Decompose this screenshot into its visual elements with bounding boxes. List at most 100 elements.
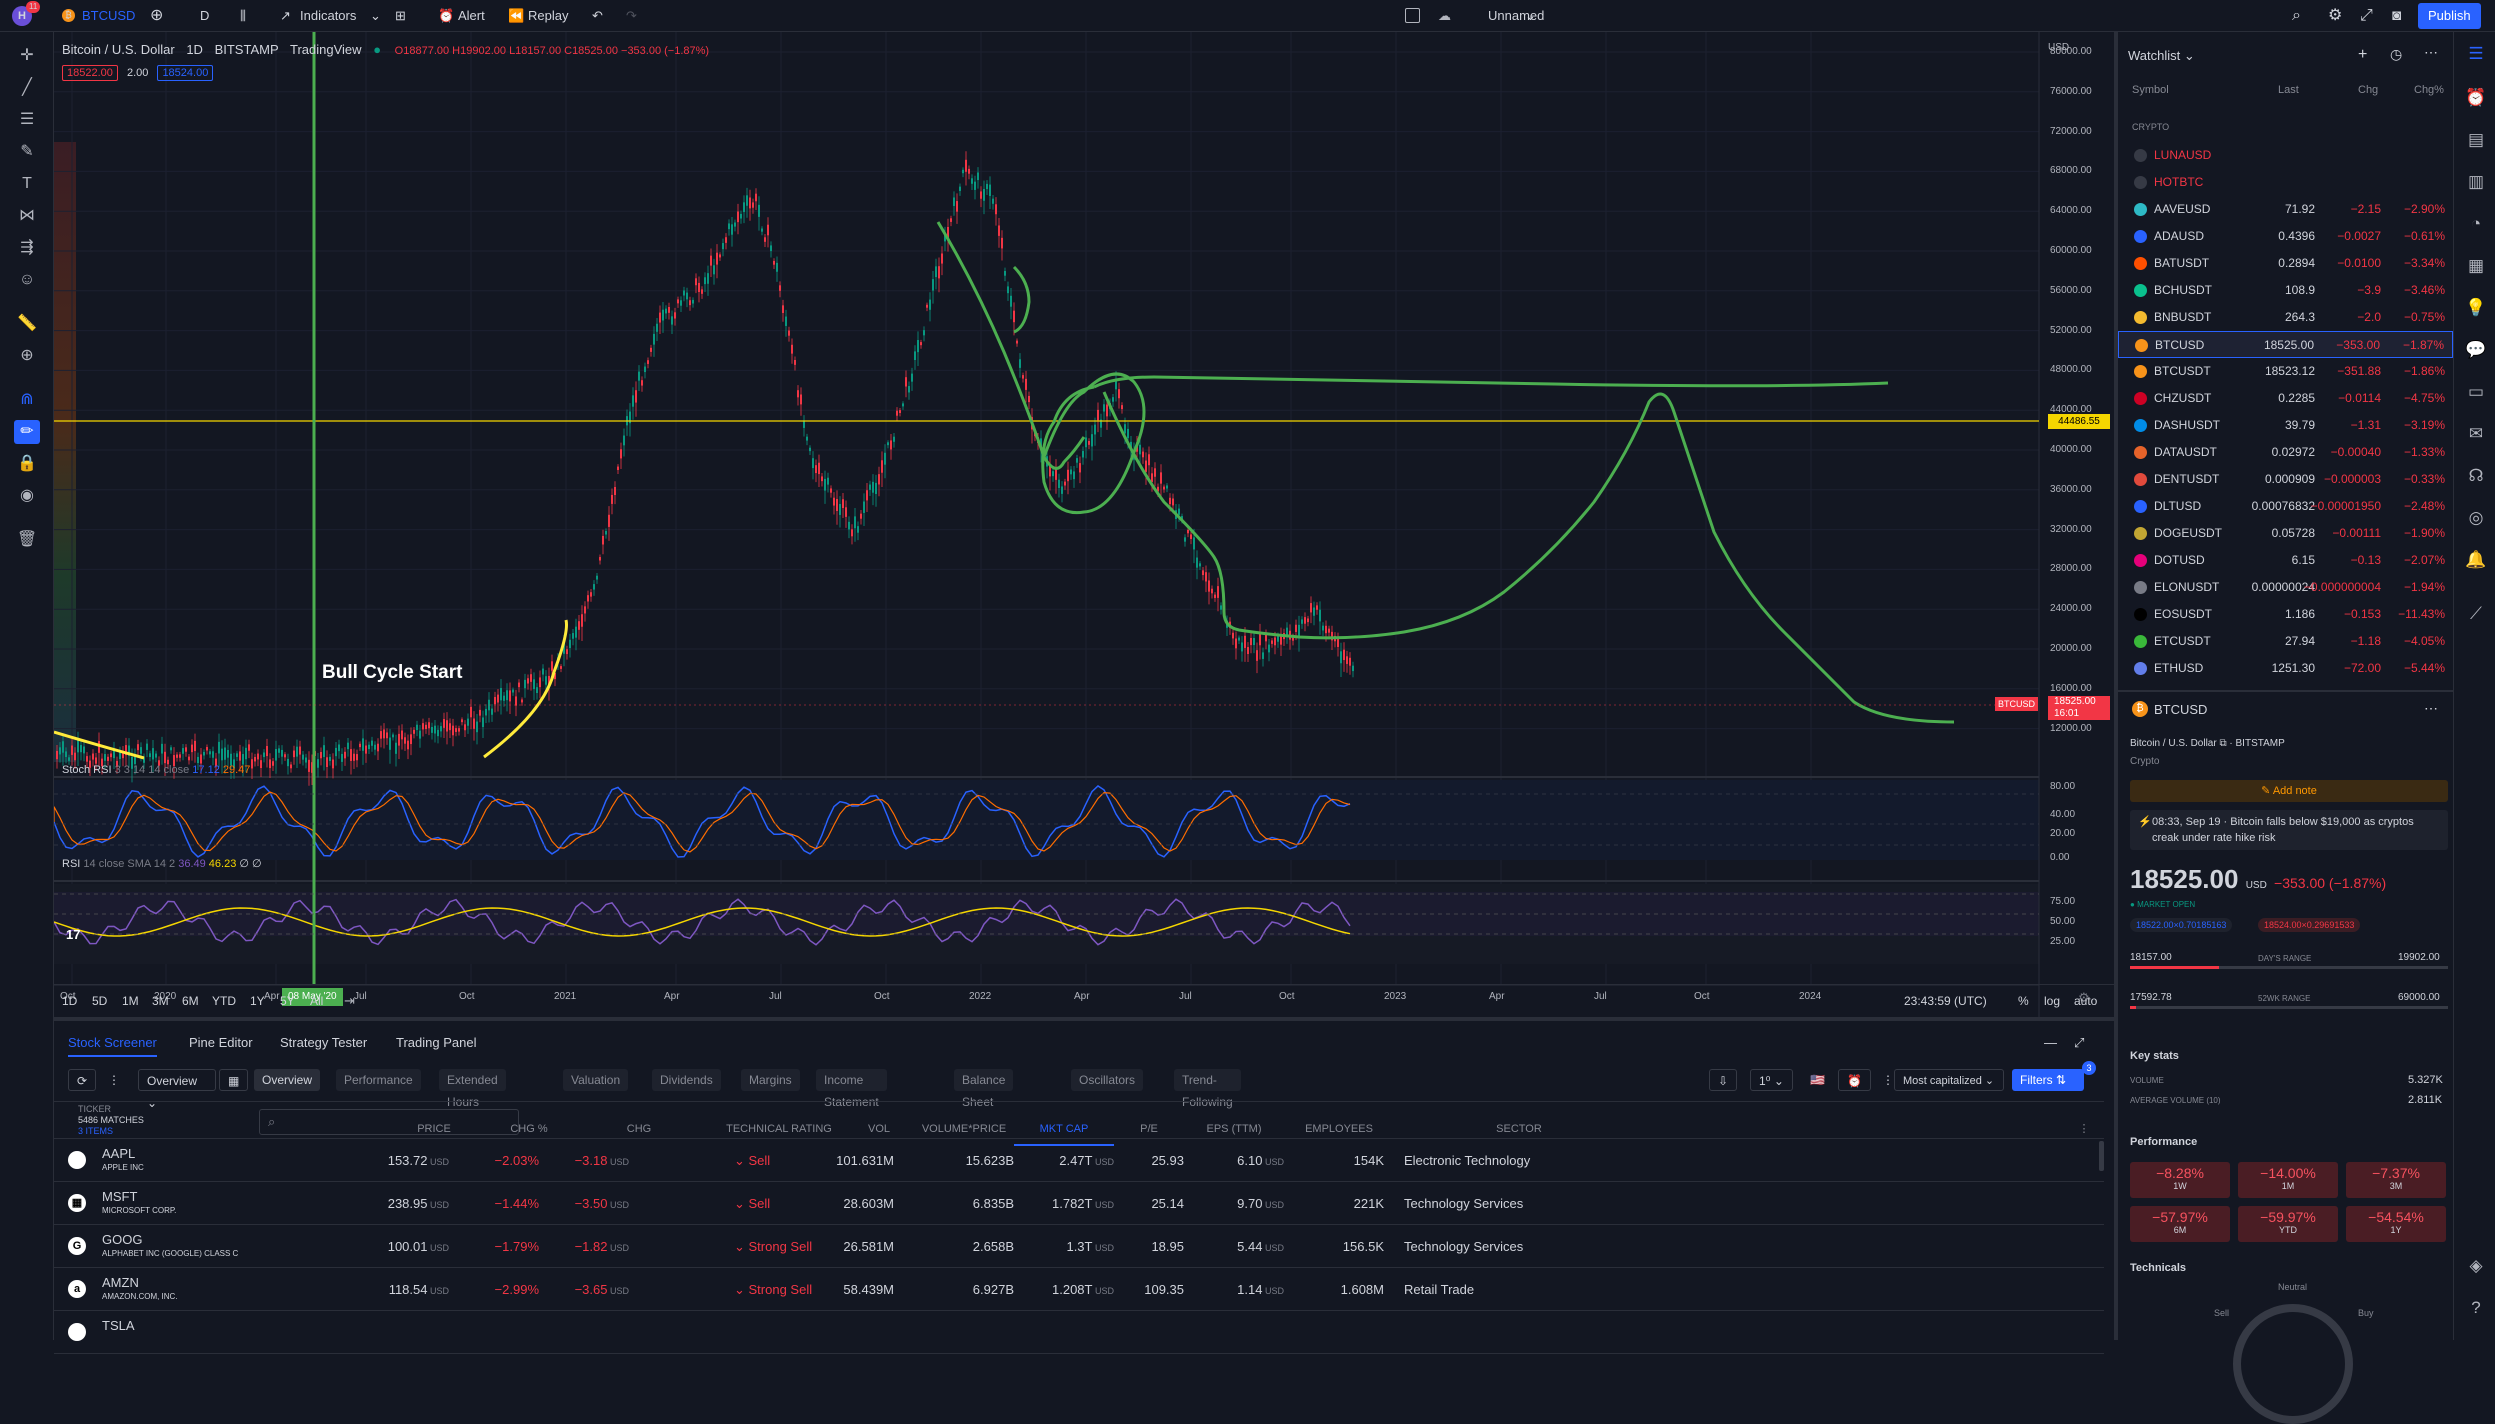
log-toggle[interactable]: log <box>2044 994 2061 1008</box>
watchlist-row-chzusdt[interactable]: CHZUSDT 0.2285 −0.0114 −4.75% <box>2118 385 2453 412</box>
tab-trading-panel[interactable]: Trading Panel <box>396 1035 477 1050</box>
chart-pane[interactable]: Bitcoin / U.S. Dollar 1D BITSTAMP Tradin… <box>54 32 2114 1017</box>
watchlist-symbol[interactable]: DENTUSDT <box>2154 472 2220 486</box>
publish-button[interactable]: Publish <box>2418 3 2481 29</box>
ticker-symbol[interactable]: GOOG <box>102 1232 143 1247</box>
watchlist-symbol[interactable]: BTCUSDT <box>2154 364 2211 378</box>
price-axis[interactable]: USD 80000.00 76000.00 72000.00 68000.00 6400… <box>2044 32 2114 777</box>
details-more-icon[interactable]: ⋯ <box>2424 700 2438 716</box>
col-volume-price[interactable]: VOLUME*PRICE <box>921 1123 1007 1135</box>
perf-box-1m[interactable]: −14.00% 1M <box>2238 1162 2338 1198</box>
watchlist-symbol[interactable]: ETCUSDT <box>2154 634 2211 648</box>
col-technical-rating[interactable]: TECHNICAL RATING <box>726 1123 832 1135</box>
table-row[interactable]: ▦ MSFT MICROSOFT CORP. 238.95 USD −1.44% −3.5… <box>54 1182 2104 1225</box>
trendline-icon[interactable]: ╱ <box>22 79 32 96</box>
watchlist-symbol[interactable]: BTCUSD <box>2155 338 2205 352</box>
watchlist-symbol[interactable]: ELONUSDT <box>2154 580 2220 594</box>
interval-select[interactable]: 1⁰ ⌄ <box>1750 1069 1793 1091</box>
brush-icon[interactable]: ✎ <box>20 143 34 160</box>
more-options-icon[interactable]: ⋮ <box>1882 1073 1894 1087</box>
watchlist-row-ethusd[interactable]: ETHUSD 1251.30 −72.00 −5.44% <box>2118 655 2453 682</box>
watchlist-row-datausdt[interactable]: DATAUSDT 0.02972 −0.00040 −1.33% <box>2118 439 2453 466</box>
watchlist-row-dentusdt[interactable]: DENTUSDT 0.000909 −0.000003 −0.33% <box>2118 466 2453 493</box>
ideas-bulb-icon[interactable]: 💡 <box>2465 298 2487 317</box>
chip-dividends[interactable]: Dividends <box>652 1069 721 1091</box>
gear-icon[interactable]: ⚙ <box>2328 7 2343 24</box>
magnet-icon[interactable]: ⋒ <box>20 391 34 408</box>
tab-strategy-tester[interactable]: Strategy Tester <box>280 1035 368 1050</box>
technical-rating[interactable]: ⌄ Sell <box>734 1196 771 1211</box>
ticker-symbol[interactable]: AAPL <box>102 1146 136 1161</box>
buy-price-box[interactable]: 18524.00 <box>157 65 214 81</box>
text-icon[interactable]: T <box>22 175 32 192</box>
replay-button[interactable]: Replay <box>528 8 569 23</box>
range-5y[interactable]: 5Y <box>280 994 295 1008</box>
ticker-header[interactable]: TICKER 5486 MATCHES 3 ITEMS <box>78 1104 144 1137</box>
redo-icon[interactable]: ↷ <box>626 8 637 23</box>
emoji-icon[interactable]: ☺ <box>18 271 36 288</box>
axis-settings-icon[interactable]: ⚙ <box>2078 990 2090 1005</box>
perf-box-1w[interactable]: −8.28% 1W <box>2130 1162 2230 1198</box>
news-icon[interactable]: ▥ <box>2467 172 2485 191</box>
col-chg[interactable]: CHG <box>626 1123 652 1135</box>
watchlist-symbol[interactable]: DOGEUSDT <box>2154 526 2223 540</box>
chip-performance[interactable]: Performance <box>336 1069 421 1091</box>
col-sector[interactable]: SECTOR <box>1496 1123 1542 1135</box>
trend-icon[interactable]: ⟋ <box>2470 604 2482 623</box>
watchlist-row-dotusd[interactable]: DOTUSD 6.15 −0.13 −2.07% <box>2118 547 2453 574</box>
calendar-icon[interactable]: ▦ <box>2467 256 2485 275</box>
chip-margins[interactable]: Margins <box>741 1069 800 1091</box>
details-symbol[interactable]: BTCUSD <box>2154 702 2208 717</box>
perf-box-6m[interactable]: −57.97% 6M <box>2130 1206 2230 1242</box>
sort-select[interactable]: Most capitalized ⌄ <box>1894 1069 2004 1091</box>
layers-icon[interactable]: ◈ <box>2469 1256 2483 1275</box>
col-chg-pct[interactable]: Chg% <box>2414 84 2444 96</box>
watchlist-symbol[interactable]: EOSUSDT <box>2154 607 2213 621</box>
range-3m[interactable]: 3M <box>152 994 169 1008</box>
refresh-icon[interactable]: ⟳ <box>68 1069 97 1091</box>
green-top-drawing[interactable] <box>936 221 1146 515</box>
green-projection-curve[interactable] <box>1102 391 1955 724</box>
hotlist-icon[interactable]: ◔ <box>2470 214 2482 233</box>
undo-icon[interactable]: ↶ <box>592 8 603 23</box>
prediction-icon[interactable]: ⇶ <box>20 239 34 256</box>
yellow-decline-line[interactable] <box>54 730 145 760</box>
watchlist-row-dashusdt[interactable]: DASHUSDT 39.79 −1.31 −3.19% <box>2118 412 2453 439</box>
chip-income-statement[interactable]: Income Statement <box>816 1069 887 1109</box>
maximize-icon[interactable]: ⤢ <box>2074 1035 2085 1050</box>
watchlist-row-elonusdt[interactable]: ELONUSDT 0.00000024 −0.000000004 −1.94% <box>2118 574 2453 601</box>
chip-oscillators[interactable]: Oscillators <box>1071 1069 1144 1091</box>
sell-price-box[interactable]: 18522.00 <box>62 65 118 81</box>
chip-balance-sheet[interactable]: Balance Sheet <box>954 1069 1014 1109</box>
range-1y[interactable]: 1Y <box>250 994 265 1008</box>
watchlist-row-hotbtc[interactable]: HOTBTC <box>2118 169 2453 196</box>
perf-box-1y[interactable]: −54.54% 1Y <box>2346 1206 2446 1242</box>
col-mkt-cap[interactable]: MKT CAP <box>1014 1114 1114 1146</box>
alert-button[interactable]: Alert <box>458 8 485 23</box>
ticker-symbol[interactable]: AMZN <box>102 1275 139 1290</box>
help-icon[interactable]: ? <box>2471 1298 2481 1317</box>
col-price[interactable]: PRICE <box>417 1123 451 1135</box>
fib-icon[interactable]: ☰ <box>19 111 35 128</box>
symbol-search-button[interactable]: BTCUSD <box>82 8 136 23</box>
perf-box-ytd[interactable]: −59.97% YTD <box>2238 1206 2338 1242</box>
drawing-mode-icon[interactable]: ✏ <box>14 420 40 444</box>
yellow-rise-curve[interactable] <box>483 619 568 759</box>
col-chg[interactable]: Chg <box>2358 84 2379 96</box>
messages-icon[interactable]: ✉ <box>2468 424 2484 443</box>
watchlist-symbol[interactable]: CHZUSDT <box>2154 391 2212 405</box>
price-chart-svg[interactable] <box>54 32 2114 1017</box>
bull-cycle-annotation[interactable]: Bull Cycle Start <box>322 662 463 683</box>
trash-icon[interactable]: 🗑 <box>16 531 38 548</box>
watchlist-row-btcusdt[interactable]: BTCUSDT 18523.12 −351.88 −1.86% <box>2118 358 2453 385</box>
technical-rating[interactable]: ⌄ Strong Sell <box>734 1239 813 1254</box>
grid-view-icon[interactable]: ▦ <box>219 1069 249 1091</box>
expand-icon[interactable]: ⤢ <box>2360 7 2373 24</box>
ticker-search-input[interactable]: ⌕ <box>259 1109 519 1135</box>
support-icon[interactable]: ☊ <box>2468 466 2484 485</box>
eye-icon[interactable]: ◉ <box>20 487 34 504</box>
table-row[interactable]: a AMZN AMAZON.COM, INC. 118.54 USD −2.99% −3.… <box>54 1268 2104 1311</box>
watchlist-row-batusdt[interactable]: BATUSDT 0.2894 −0.0100 −3.34% <box>2118 250 2453 277</box>
indicators-button[interactable]: Indicators <box>300 8 357 23</box>
watchlist-symbol[interactable]: HOTBTC <box>2154 175 2204 189</box>
